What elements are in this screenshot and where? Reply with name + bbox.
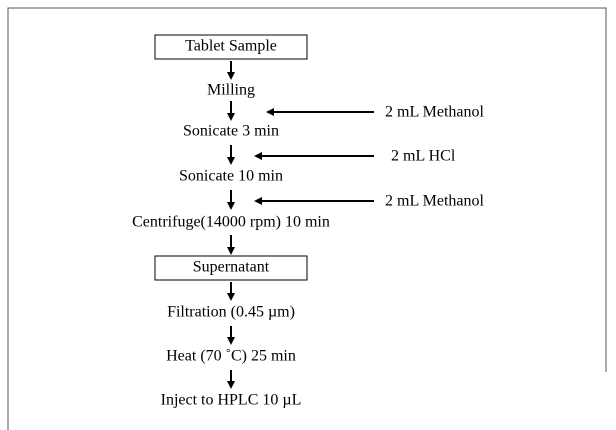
step-label: Milling xyxy=(207,82,255,99)
step-label: Sonicate 10 min xyxy=(179,168,283,185)
reagent-label: 2 mL Methanol xyxy=(385,193,485,210)
step-label: Supernatant xyxy=(193,259,270,276)
step-label: Sonicate 3 min xyxy=(183,123,279,140)
step-label: Heat (70 ˚C) 25 min xyxy=(166,348,296,365)
step-label: Filtration (0.45 µm) xyxy=(167,304,295,321)
step-label: Centrifuge(14000 rpm) 10 min xyxy=(132,214,330,231)
step-box xyxy=(154,255,308,281)
frame xyxy=(7,7,607,430)
reagent-label: 2 mL Methanol xyxy=(385,104,485,121)
step-label: Inject to HPLC 10 µL xyxy=(161,392,302,409)
step-label: Tablet Sample xyxy=(185,38,277,55)
reagent-label: 2 mL HCl xyxy=(391,148,456,165)
step-box xyxy=(154,34,308,60)
